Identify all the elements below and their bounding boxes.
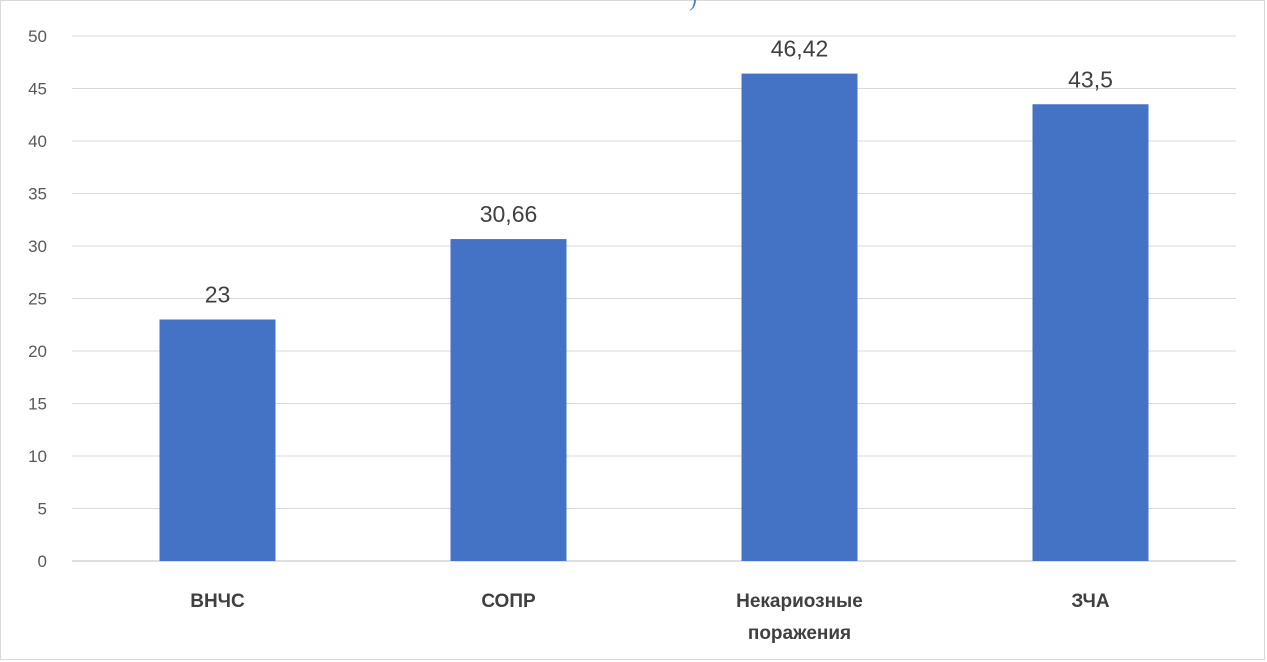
- bar: [1032, 104, 1149, 561]
- data-labels: 23 30,66 46,42 43,5: [205, 36, 1113, 308]
- y-tick-label: 25: [28, 290, 47, 309]
- y-tick-label: 10: [28, 447, 47, 466]
- y-tick-label: 5: [38, 500, 47, 519]
- category-label: ЗЧА: [1071, 591, 1110, 612]
- data-label: 43,5: [1068, 66, 1113, 92]
- y-tick-label: 40: [28, 132, 47, 151]
- y-tick-label: 0: [38, 552, 47, 571]
- bar: [159, 319, 276, 561]
- y-tick-labels: 0 5 10 15 20 25 30 35 40 45 50: [28, 27, 47, 571]
- y-tick-label: 15: [28, 395, 47, 414]
- y-tick-label: 45: [28, 80, 47, 99]
- data-label: 46,42: [771, 36, 829, 62]
- category-label: СОПР: [481, 591, 536, 612]
- data-label: 30,66: [480, 201, 538, 227]
- category-label: ВНЧС: [190, 591, 245, 612]
- category-label: поражения: [748, 623, 851, 644]
- data-label: 23: [205, 282, 231, 308]
- y-tick-label: 20: [28, 342, 47, 361]
- category-label: Некариозные: [736, 591, 863, 612]
- cropped-title-fragment: ): [690, 0, 698, 13]
- category-labels: ВНЧС СОПР Некариозные поражения ЗЧА: [190, 591, 1110, 644]
- y-tick-label: 35: [28, 185, 47, 204]
- bar: [741, 73, 858, 561]
- bars: [159, 73, 1149, 561]
- y-tick-label: 30: [28, 237, 47, 256]
- y-tick-label: 50: [28, 27, 47, 46]
- bar: [450, 239, 567, 561]
